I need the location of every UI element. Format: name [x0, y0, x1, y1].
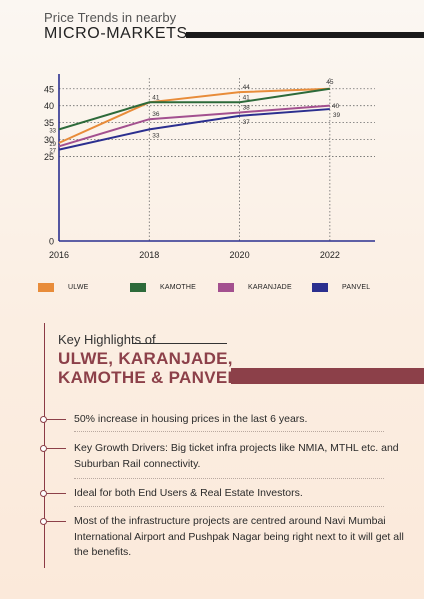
data-label: 37: [243, 119, 251, 126]
y-tick-label: 45: [44, 84, 54, 94]
x-tick-label: 2022: [320, 250, 340, 260]
data-label: 39: [333, 112, 341, 119]
series-line-panvel: [58, 108, 330, 151]
y-tick-label: 35: [44, 118, 54, 128]
highlights-title: ULWE, KARANJADE, KAMOTHE & PANVEL: [58, 349, 238, 387]
bullet-dot-icon: [40, 445, 47, 452]
legend-label: PANVEL: [342, 284, 371, 291]
highlight-divider: [74, 506, 384, 507]
legend-label: KARANJADE: [248, 284, 292, 291]
data-label: 41: [152, 94, 160, 101]
y-tick-label: 25: [44, 152, 54, 162]
bullet-dot-icon: [40, 518, 47, 525]
x-tick-label: 2016: [49, 250, 69, 260]
series-line-kamothe: [58, 87, 331, 131]
data-label: 27: [49, 149, 56, 155]
legend-item-karanjade: KARANJADE: [218, 283, 292, 292]
highlight-text: Ideal for both End Users & Real Estate I…: [74, 487, 303, 499]
legend-label: KAMOTHE: [160, 284, 197, 291]
data-label: 36: [152, 111, 160, 118]
legend-swatch: [218, 283, 234, 292]
legend-item-kamothe: KAMOTHE: [130, 283, 196, 292]
series-line-karanjade: [58, 104, 330, 148]
data-label: 38: [243, 104, 251, 111]
title-decor-bar: [186, 32, 424, 38]
y-tick-label: 0: [49, 237, 54, 247]
bullet-dot-icon: [40, 490, 47, 497]
data-label: 44: [243, 84, 251, 91]
chart-legend: ULWE KAMOTHE KARANJADE PANVEL: [0, 283, 424, 297]
highlights-label-underline: [132, 343, 227, 344]
data-label: 41: [243, 94, 251, 101]
legend-swatch: [130, 283, 146, 292]
data-label: 33: [152, 132, 160, 139]
data-label: 33: [49, 128, 56, 134]
y-tick-label: 40: [44, 101, 54, 111]
bullet-dot-icon: [40, 416, 47, 423]
chart-title-line2: MICRO-MARKETS: [44, 25, 188, 42]
bullet-connector: [47, 521, 66, 522]
highlight-text: Key Growth Drivers: Big ticket infra pro…: [74, 442, 399, 470]
data-label: 29: [49, 142, 56, 148]
data-label: 45: [326, 79, 334, 86]
legend-item-ulwe: ULWE: [38, 283, 89, 292]
x-tick-label: 2020: [230, 250, 250, 260]
bullet-connector: [47, 493, 66, 494]
highlight-text: 50% increase in housing prices in the la…: [74, 413, 308, 425]
highlights-label: Key Highlights of: [58, 332, 156, 347]
legend-swatch: [312, 283, 328, 292]
chart-title-line1: Price Trends in nearby: [44, 10, 177, 25]
highlights-title-line1: ULWE, KARANJADE,: [58, 349, 233, 368]
legend-swatch: [38, 283, 54, 292]
data-label: 40: [332, 103, 340, 110]
y-tick-label: 30: [44, 135, 54, 145]
highlight-divider: [74, 431, 384, 432]
highlight-divider: [74, 478, 384, 479]
series-line-ulwe: [58, 87, 330, 144]
highlight-text: Most of the infrastructure projects are …: [74, 515, 404, 558]
bullet-connector: [47, 448, 66, 449]
x-tick-label: 2018: [139, 250, 159, 260]
highlights-title-line2: KAMOTHE & PANVEL: [58, 368, 239, 387]
bullet-connector: [47, 419, 66, 420]
legend-label: ULWE: [68, 284, 89, 291]
highlights-title-bar: [231, 368, 424, 384]
legend-item-panvel: PANVEL: [312, 283, 370, 292]
